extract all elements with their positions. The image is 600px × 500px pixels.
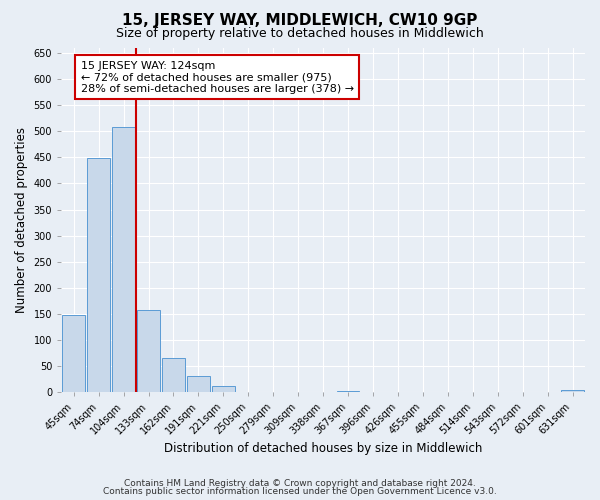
Y-axis label: Number of detached properties: Number of detached properties <box>15 127 28 313</box>
Bar <box>88 158 110 392</box>
Text: 15, JERSEY WAY, MIDDLEWICH, CW10 9GP: 15, JERSEY WAY, MIDDLEWICH, CW10 9GP <box>122 12 478 28</box>
Bar <box>162 358 185 392</box>
Bar <box>212 386 235 392</box>
Text: Contains public sector information licensed under the Open Government Licence v3: Contains public sector information licen… <box>103 487 497 496</box>
Bar <box>137 310 160 392</box>
Bar <box>187 376 209 392</box>
Text: Size of property relative to detached houses in Middlewich: Size of property relative to detached ho… <box>116 28 484 40</box>
Text: Contains HM Land Registry data © Crown copyright and database right 2024.: Contains HM Land Registry data © Crown c… <box>124 478 476 488</box>
Bar <box>337 391 359 392</box>
Bar <box>112 128 135 392</box>
Bar <box>62 315 85 392</box>
Bar <box>562 390 584 392</box>
X-axis label: Distribution of detached houses by size in Middlewich: Distribution of detached houses by size … <box>164 442 482 455</box>
Text: 15 JERSEY WAY: 124sqm
← 72% of detached houses are smaller (975)
28% of semi-det: 15 JERSEY WAY: 124sqm ← 72% of detached … <box>80 60 354 94</box>
